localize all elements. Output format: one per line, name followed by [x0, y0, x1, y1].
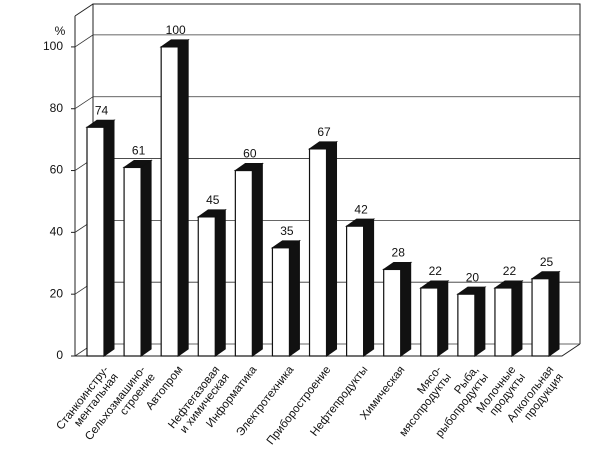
bar-side: [140, 159, 152, 357]
bar: [86, 126, 105, 357]
y-tick-label: 0: [56, 348, 63, 362]
bar: [160, 46, 179, 357]
bar: [308, 148, 328, 357]
value-label: 100: [166, 23, 186, 37]
bar: [531, 278, 550, 357]
bar-side: [103, 119, 115, 357]
bar: [346, 225, 365, 357]
bar-side: [214, 208, 226, 357]
bar: [197, 216, 216, 357]
value-label: 67: [317, 125, 331, 139]
bar-side: [474, 286, 486, 357]
value-label: 25: [540, 255, 554, 269]
bar-side: [251, 162, 263, 357]
value-label: 20: [466, 270, 480, 284]
bar-side: [548, 270, 560, 357]
y-tick-label: 40: [50, 225, 64, 239]
y-tick-label: 80: [50, 101, 64, 115]
bar-side: [326, 140, 338, 357]
bar: [457, 293, 476, 357]
value-label: 60: [243, 147, 257, 161]
bar: [494, 287, 513, 357]
grid-line: [74, 96, 580, 110]
value-label: 35: [280, 224, 294, 238]
left-top-edge: [74, 3, 94, 17]
bar: [234, 169, 253, 357]
value-label: 42: [354, 202, 368, 216]
bar-side: [400, 261, 412, 357]
bar: [123, 166, 142, 357]
bar: [271, 247, 291, 357]
grid-line: [74, 34, 580, 48]
y-tick-label: 20: [50, 286, 64, 300]
value-label: 74: [95, 103, 109, 117]
value-label: 61: [132, 144, 146, 158]
bar-side: [437, 280, 449, 357]
y-tick-label: 100: [43, 39, 63, 53]
value-label: 45: [206, 193, 220, 207]
value-label: 28: [392, 246, 406, 260]
bar-side: [511, 280, 523, 357]
bar: [383, 268, 402, 357]
y-tick-label: 60: [50, 163, 64, 177]
value-label: 22: [503, 264, 517, 278]
bar-side: [363, 218, 375, 357]
bar: [420, 287, 439, 357]
bar-side: [177, 38, 189, 357]
y-unit: %: [55, 24, 66, 38]
bar-side: [288, 239, 300, 357]
value-label: 22: [429, 264, 443, 278]
